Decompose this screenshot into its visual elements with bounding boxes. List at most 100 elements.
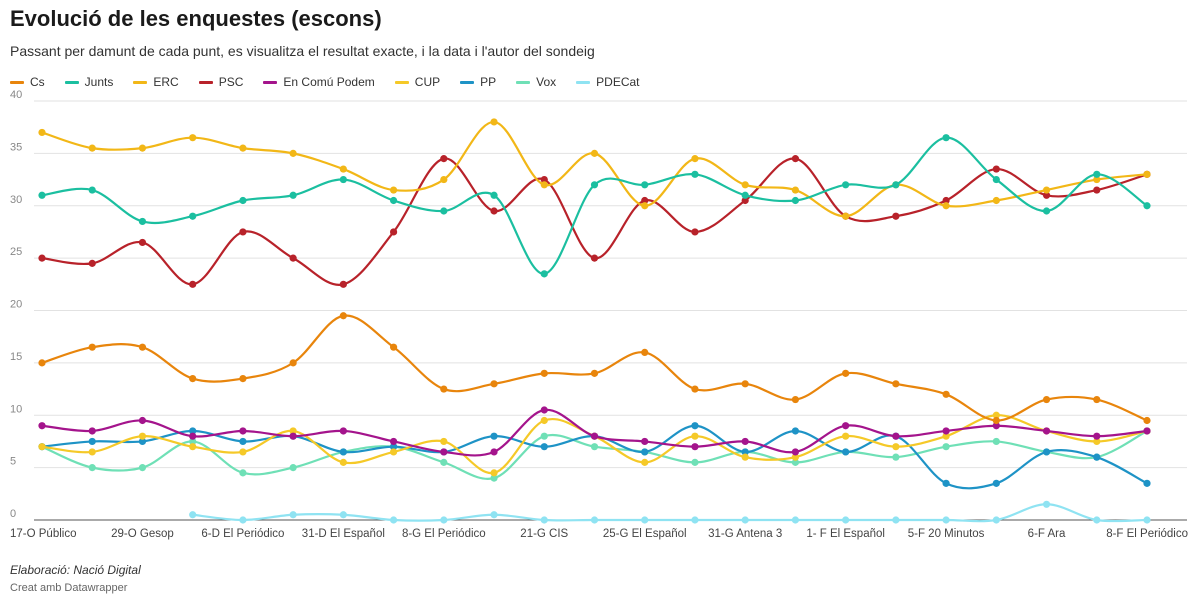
data-point-cup[interactable] bbox=[791, 453, 800, 461]
data-point-en-comú-podem[interactable] bbox=[239, 427, 247, 435]
data-point-psc[interactable] bbox=[992, 165, 1000, 173]
data-point-cs[interactable] bbox=[691, 385, 699, 393]
data-point-pp[interactable] bbox=[239, 437, 247, 446]
data-point-psc[interactable] bbox=[1093, 186, 1101, 194]
footer-made-with[interactable]: Creat amb Datawrapper bbox=[10, 582, 128, 594]
data-point-cs[interactable] bbox=[892, 380, 900, 388]
data-point-erc[interactable] bbox=[540, 181, 548, 189]
data-point-cup[interactable] bbox=[691, 432, 699, 440]
data-point-vox[interactable] bbox=[138, 464, 147, 472]
data-point-psc[interactable] bbox=[942, 196, 950, 205]
data-point-pdecat[interactable] bbox=[490, 511, 498, 519]
data-point-erc[interactable] bbox=[741, 181, 749, 189]
data-point-en-comú-podem[interactable] bbox=[1093, 432, 1101, 440]
data-point-junts[interactable] bbox=[1042, 207, 1051, 215]
data-point-junts[interactable] bbox=[842, 181, 850, 189]
data-point-cup[interactable] bbox=[389, 448, 398, 456]
data-point-junts[interactable] bbox=[590, 181, 599, 189]
data-point-erc[interactable] bbox=[992, 196, 1000, 205]
data-point-cup[interactable] bbox=[239, 448, 247, 456]
data-point-en-comú-podem[interactable] bbox=[540, 406, 548, 414]
data-point-erc[interactable] bbox=[1143, 170, 1151, 178]
data-point-pp[interactable] bbox=[1143, 479, 1151, 487]
data-point-pdecat[interactable] bbox=[1093, 516, 1101, 524]
data-point-erc[interactable] bbox=[791, 186, 800, 194]
data-point-pp[interactable] bbox=[88, 437, 96, 446]
data-point-vox[interactable] bbox=[540, 432, 548, 440]
data-point-junts[interactable] bbox=[540, 270, 548, 278]
data-point-junts[interactable] bbox=[38, 191, 46, 199]
data-point-junts[interactable] bbox=[892, 181, 900, 189]
data-point-erc[interactable] bbox=[590, 149, 599, 157]
data-point-cs[interactable] bbox=[942, 390, 950, 398]
data-point-psc[interactable] bbox=[540, 175, 548, 184]
data-point-cs[interactable] bbox=[490, 380, 498, 388]
data-point-cup[interactable] bbox=[942, 432, 950, 440]
data-point-erc[interactable] bbox=[490, 118, 498, 126]
data-point-pp[interactable] bbox=[339, 448, 347, 456]
data-point-pdecat[interactable] bbox=[289, 511, 297, 519]
data-point-pdecat[interactable] bbox=[892, 516, 900, 524]
data-point-vox[interactable] bbox=[942, 443, 950, 451]
data-point-psc[interactable] bbox=[339, 280, 347, 288]
data-point-vox[interactable] bbox=[440, 458, 448, 466]
data-point-erc[interactable] bbox=[440, 175, 448, 184]
data-point-pp[interactable] bbox=[540, 443, 548, 451]
data-point-cup[interactable] bbox=[138, 432, 147, 440]
data-point-erc[interactable] bbox=[138, 144, 147, 152]
data-point-en-comú-podem[interactable] bbox=[38, 422, 46, 430]
data-point-cs[interactable] bbox=[641, 348, 649, 356]
data-point-junts[interactable] bbox=[992, 175, 1000, 184]
data-point-junts[interactable] bbox=[389, 196, 398, 205]
data-point-cup[interactable] bbox=[490, 469, 498, 477]
data-point-junts[interactable] bbox=[741, 191, 749, 199]
data-point-pp[interactable] bbox=[138, 437, 147, 446]
data-point-cs[interactable] bbox=[38, 359, 46, 367]
data-point-pp[interactable] bbox=[1042, 448, 1051, 456]
data-point-psc[interactable] bbox=[1042, 191, 1051, 199]
data-point-en-comú-podem[interactable] bbox=[440, 448, 448, 456]
data-point-cs[interactable] bbox=[741, 380, 749, 388]
data-point-psc[interactable] bbox=[189, 280, 197, 288]
data-point-en-comú-podem[interactable] bbox=[88, 427, 96, 435]
data-point-junts[interactable] bbox=[189, 212, 197, 220]
data-point-junts[interactable] bbox=[88, 186, 96, 194]
data-point-erc[interactable] bbox=[1042, 186, 1051, 194]
data-point-vox[interactable] bbox=[992, 437, 1000, 446]
data-point-en-comú-podem[interactable] bbox=[641, 437, 649, 446]
data-point-en-comú-podem[interactable] bbox=[389, 437, 398, 446]
data-point-cs[interactable] bbox=[189, 374, 197, 383]
data-point-pdecat[interactable] bbox=[1042, 500, 1051, 508]
data-point-cs[interactable] bbox=[842, 369, 850, 377]
data-point-cup[interactable] bbox=[289, 427, 297, 435]
data-point-pdecat[interactable] bbox=[641, 516, 649, 524]
data-point-pdecat[interactable] bbox=[590, 516, 599, 524]
data-point-erc[interactable] bbox=[691, 155, 699, 163]
data-point-pp[interactable] bbox=[942, 479, 950, 487]
data-point-erc[interactable] bbox=[88, 144, 96, 152]
data-point-cup[interactable] bbox=[189, 443, 197, 451]
data-point-psc[interactable] bbox=[38, 254, 46, 262]
data-point-pp[interactable] bbox=[741, 448, 749, 456]
data-point-pdecat[interactable] bbox=[741, 516, 749, 524]
data-point-cup[interactable] bbox=[440, 437, 448, 446]
data-point-cup[interactable] bbox=[339, 458, 347, 466]
data-point-erc[interactable] bbox=[339, 165, 347, 173]
data-point-cs[interactable] bbox=[138, 343, 147, 351]
data-point-erc[interactable] bbox=[38, 128, 46, 137]
data-point-psc[interactable] bbox=[741, 196, 749, 205]
data-point-pdecat[interactable] bbox=[992, 516, 1000, 524]
data-point-psc[interactable] bbox=[440, 155, 448, 163]
data-point-erc[interactable] bbox=[641, 202, 649, 210]
data-point-en-comú-podem[interactable] bbox=[842, 422, 850, 430]
data-point-erc[interactable] bbox=[239, 144, 247, 152]
data-point-cup[interactable] bbox=[992, 411, 1000, 419]
data-point-vox[interactable] bbox=[289, 464, 297, 472]
data-point-vox[interactable] bbox=[892, 453, 900, 461]
data-point-psc[interactable] bbox=[88, 259, 96, 267]
data-point-psc[interactable] bbox=[239, 228, 247, 236]
data-point-junts[interactable] bbox=[490, 191, 498, 199]
data-point-pp[interactable] bbox=[389, 443, 398, 451]
data-point-vox[interactable] bbox=[88, 464, 96, 472]
data-point-en-comú-podem[interactable] bbox=[339, 427, 347, 435]
